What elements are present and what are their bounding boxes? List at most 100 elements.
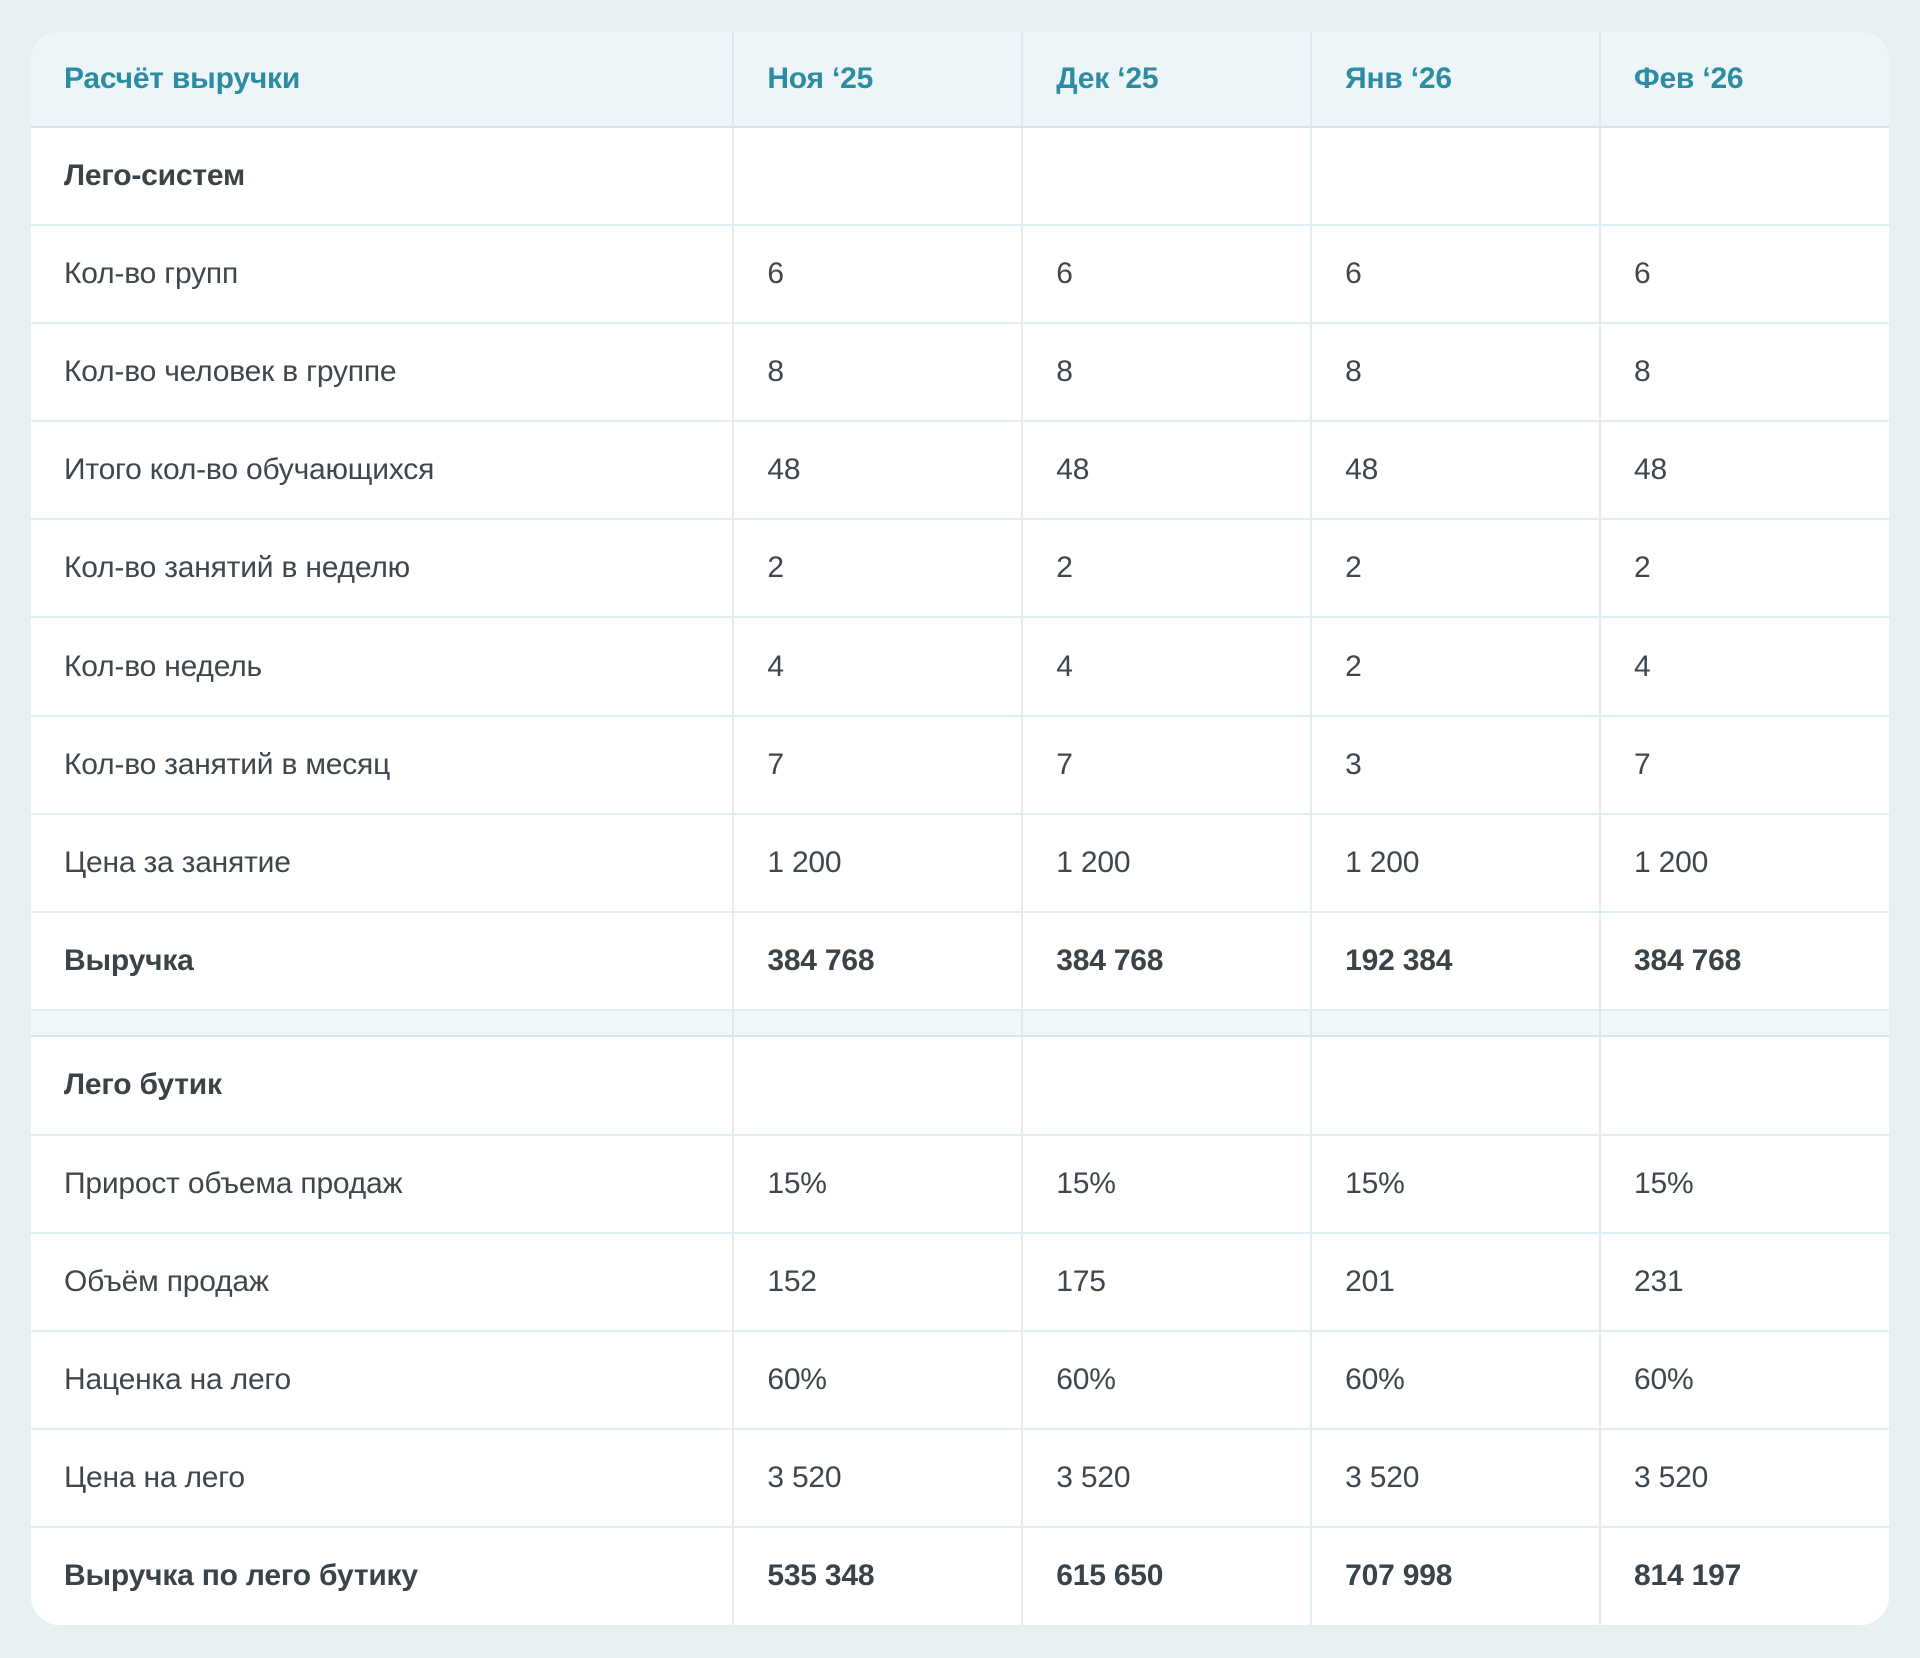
cell-value: 2 bbox=[1021, 518, 1313, 619]
row-label: Наценка на лего bbox=[31, 1329, 735, 1430]
empty-cell bbox=[1599, 1008, 1889, 1038]
cell-value: 384 768 bbox=[732, 910, 1024, 1011]
table-row-total-students: Итого кол-во обучающихся 48 48 48 48 bbox=[31, 420, 1889, 521]
cell-value: 48 bbox=[732, 420, 1024, 521]
section-row-lego-system: Лего-систем bbox=[31, 125, 1889, 227]
empty-cell bbox=[31, 1008, 735, 1038]
empty-cell bbox=[1599, 1035, 1889, 1136]
cell-value: 1 200 bbox=[1599, 812, 1889, 913]
cell-value: 201 bbox=[1310, 1231, 1602, 1332]
empty-cell bbox=[1310, 1035, 1602, 1136]
table-row-lego-price: Цена на лего 3 520 3 520 3 520 3 520 bbox=[31, 1427, 1889, 1528]
cell-value: 7 bbox=[1021, 714, 1313, 815]
section-title: Лего бутик bbox=[31, 1035, 735, 1136]
cell-value: 8 bbox=[732, 322, 1024, 423]
column-header-jan-26: Янв ‘26 bbox=[1310, 32, 1602, 128]
cell-value: 615 650 bbox=[1021, 1525, 1313, 1625]
cell-value: 48 bbox=[1021, 420, 1313, 521]
empty-cell bbox=[1310, 125, 1602, 227]
cell-value: 175 bbox=[1021, 1231, 1313, 1332]
table-title: Расчёт выручки bbox=[31, 32, 735, 128]
row-label: Кол-во групп bbox=[31, 224, 735, 325]
column-header-feb-26: Фев ‘26 bbox=[1599, 32, 1889, 128]
cell-value: 1 200 bbox=[732, 812, 1024, 913]
cell-value: 814 197 bbox=[1599, 1525, 1889, 1625]
row-label: Кол-во занятий в неделю bbox=[31, 518, 735, 619]
revenue-table-card: Расчёт выручки Ноя ‘25 Дек ‘25 Янв ‘26 Ф… bbox=[31, 32, 1889, 1625]
cell-value: 7 bbox=[1599, 714, 1889, 815]
cell-value: 3 520 bbox=[732, 1427, 1024, 1528]
cell-value: 2 bbox=[1310, 616, 1602, 717]
cell-value: 2 bbox=[1310, 518, 1602, 619]
row-label: Прирост объема продаж bbox=[31, 1133, 735, 1234]
row-label: Кол-во недель bbox=[31, 616, 735, 717]
section-row-lego-boutique: Лего бутик bbox=[31, 1035, 1889, 1136]
cell-value: 15% bbox=[1310, 1133, 1602, 1234]
row-label: Выручка bbox=[31, 910, 735, 1011]
cell-value: 6 bbox=[732, 224, 1024, 325]
empty-cell bbox=[1599, 125, 1889, 227]
cell-value: 4 bbox=[732, 616, 1024, 717]
row-label: Цена за занятие bbox=[31, 812, 735, 913]
section-spacer-row bbox=[31, 1008, 1889, 1038]
cell-value: 4 bbox=[1021, 616, 1313, 717]
column-header-dec-25: Дек ‘25 bbox=[1021, 32, 1313, 128]
cell-value: 8 bbox=[1310, 322, 1602, 423]
empty-cell bbox=[1310, 1008, 1602, 1038]
column-header-nov-25: Ноя ‘25 bbox=[732, 32, 1024, 128]
cell-value: 384 768 bbox=[1021, 910, 1313, 1011]
empty-cell bbox=[1021, 1008, 1313, 1038]
cell-value: 60% bbox=[1310, 1329, 1602, 1430]
row-label: Итого кол-во обучающихся bbox=[31, 420, 735, 521]
cell-value: 3 520 bbox=[1599, 1427, 1889, 1528]
row-label: Цена на лего bbox=[31, 1427, 735, 1528]
empty-cell bbox=[1021, 1035, 1313, 1136]
empty-cell bbox=[1021, 125, 1313, 227]
cell-value: 60% bbox=[732, 1329, 1024, 1430]
cell-value: 48 bbox=[1599, 420, 1889, 521]
cell-value: 3 520 bbox=[1310, 1427, 1602, 1528]
cell-value: 231 bbox=[1599, 1231, 1889, 1332]
cell-value: 535 348 bbox=[732, 1525, 1024, 1625]
table-row-sales-growth: Прирост объема продаж 15% 15% 15% 15% bbox=[31, 1133, 1889, 1234]
cell-value: 707 998 bbox=[1310, 1525, 1602, 1625]
empty-cell bbox=[732, 1008, 1024, 1038]
cell-value: 60% bbox=[1021, 1329, 1313, 1430]
cell-value: 48 bbox=[1310, 420, 1602, 521]
cell-value: 4 bbox=[1599, 616, 1889, 717]
row-label: Кол-во человек в группе bbox=[31, 322, 735, 423]
table-row-lessons-per-month: Кол-во занятий в месяц 7 7 3 7 bbox=[31, 714, 1889, 815]
cell-value: 15% bbox=[1021, 1133, 1313, 1234]
cell-value: 60% bbox=[1599, 1329, 1889, 1430]
table-row-people-per-group: Кол-во человек в группе 8 8 8 8 bbox=[31, 322, 1889, 423]
cell-value: 7 bbox=[732, 714, 1024, 815]
table-row-boutique-revenue: Выручка по лего бутику 535 348 615 650 7… bbox=[31, 1525, 1889, 1625]
cell-value: 192 384 bbox=[1310, 910, 1602, 1011]
cell-value: 6 bbox=[1599, 224, 1889, 325]
cell-value: 1 200 bbox=[1021, 812, 1313, 913]
cell-value: 2 bbox=[1599, 518, 1889, 619]
cell-value: 3 bbox=[1310, 714, 1602, 815]
section-title: Лего-систем bbox=[31, 125, 735, 227]
table-row-lessons-per-week: Кол-во занятий в неделю 2 2 2 2 bbox=[31, 518, 1889, 619]
empty-cell bbox=[732, 125, 1024, 227]
row-label: Выручка по лего бутику bbox=[31, 1525, 735, 1625]
row-label: Объём продаж bbox=[31, 1231, 735, 1332]
cell-value: 15% bbox=[732, 1133, 1024, 1234]
cell-value: 1 200 bbox=[1310, 812, 1602, 913]
cell-value: 2 bbox=[732, 518, 1024, 619]
cell-value: 6 bbox=[1310, 224, 1602, 325]
table-row-revenue: Выручка 384 768 384 768 192 384 384 768 bbox=[31, 910, 1889, 1011]
cell-value: 384 768 bbox=[1599, 910, 1889, 1011]
table-header-row: Расчёт выручки Ноя ‘25 Дек ‘25 Янв ‘26 Ф… bbox=[31, 32, 1889, 128]
table-row-price-per-lesson: Цена за занятие 1 200 1 200 1 200 1 200 bbox=[31, 812, 1889, 913]
table-row-lego-markup: Наценка на лего 60% 60% 60% 60% bbox=[31, 1329, 1889, 1430]
cell-value: 3 520 bbox=[1021, 1427, 1313, 1528]
table-row-sales-volume: Объём продаж 152 175 201 231 bbox=[31, 1231, 1889, 1332]
table-row-weeks: Кол-во недель 4 4 2 4 bbox=[31, 616, 1889, 717]
revenue-table: Расчёт выручки Ноя ‘25 Дек ‘25 Янв ‘26 Ф… bbox=[31, 32, 1889, 1625]
cell-value: 6 bbox=[1021, 224, 1313, 325]
cell-value: 15% bbox=[1599, 1133, 1889, 1234]
empty-cell bbox=[732, 1035, 1024, 1136]
cell-value: 8 bbox=[1599, 322, 1889, 423]
